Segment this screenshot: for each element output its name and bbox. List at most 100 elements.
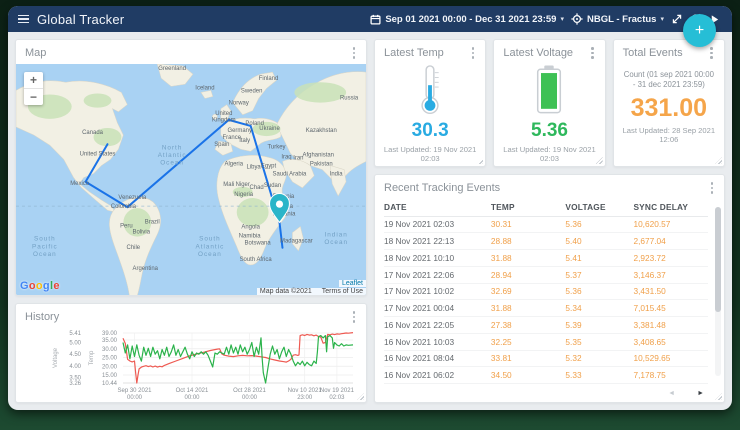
- svg-text:Temp: Temp: [89, 350, 95, 365]
- country-label: Poland: [245, 120, 264, 126]
- svg-text:5.00: 5.00: [69, 340, 81, 346]
- country-label: Botswana: [245, 240, 272, 246]
- google-logo-letter: o: [28, 280, 36, 292]
- cell-value: 30.31: [490, 219, 512, 230]
- map-zoom-control: + −: [24, 71, 43, 105]
- ocean-label: South Pacific Ocean: [32, 235, 58, 257]
- country-label: Chad: [250, 184, 264, 190]
- ocean-label: Indian Ocean: [324, 231, 348, 246]
- cell-date: 16 Nov 2021 22:05: [384, 319, 455, 330]
- resize-handle[interactable]: [357, 393, 364, 400]
- prev-page-icon[interactable]: ◄: [668, 389, 676, 397]
- country-label: Sudan: [264, 182, 281, 188]
- table-scrollbar-thumb[interactable]: [715, 207, 721, 312]
- country-label: Canada: [82, 130, 103, 136]
- cell-value: 2,923.72: [633, 252, 666, 263]
- cell-value: 31.88: [490, 303, 512, 314]
- resize-handle[interactable]: [476, 157, 484, 164]
- tracking-events-menu-icon[interactable]: [709, 180, 716, 196]
- map-canvas: Greenland Canada United States Mexico Venezu…: [16, 63, 366, 295]
- country-label: Greenland: [158, 66, 186, 72]
- total-events-title: Total Events: [622, 46, 683, 59]
- cell-value: 5.32: [565, 353, 582, 364]
- cell-value: 5.33: [565, 370, 582, 381]
- svg-text:25.00: 25.00: [102, 355, 118, 361]
- zoom-in-button[interactable]: +: [29, 72, 37, 87]
- country-label: Saudi Arabia: [273, 171, 307, 177]
- cell-value: 10,529.65: [633, 353, 671, 364]
- country-label: Italy: [239, 138, 250, 144]
- country-label: France: [222, 135, 241, 141]
- table-row: 18 Nov 2021 10:10 31.88 5.41 2,923.72: [384, 250, 708, 267]
- country-label: Iran: [293, 155, 303, 161]
- add-widget-fab[interactable]: +: [683, 14, 716, 47]
- country-label: Brazil: [145, 219, 160, 225]
- table-row: 16 Nov 2021 22:05 27.38 5.39 3,381.48: [384, 317, 708, 334]
- latest-temp-title: Latest Temp: [384, 46, 444, 59]
- cell-value: 3,431.50: [633, 286, 666, 297]
- cell-value: 34.50: [490, 370, 512, 381]
- table-row: 17 Nov 2021 00:04 31.88 5.34 7,015.45: [384, 300, 708, 317]
- latest-voltage-menu-icon[interactable]: [589, 45, 596, 61]
- table-header-row: DATE TEMP VOLTAGE SYNC DELAY: [384, 199, 708, 217]
- next-page-icon[interactable]: ►: [697, 389, 704, 397]
- country-label: Germany: [227, 127, 251, 133]
- map-panel-title: Map: [25, 46, 47, 59]
- hamburger-menu-icon[interactable]: [18, 14, 29, 24]
- country-label: Colombia: [111, 204, 137, 210]
- map-panel: Map: [15, 39, 367, 296]
- country-label: Nigeria: [234, 191, 254, 197]
- latest-temp-card: Latest Temp: [374, 39, 487, 167]
- map-panel-menu-icon[interactable]: [351, 45, 358, 61]
- total-events-updated: Last Updated: 28 Sep 2021 12:06: [622, 125, 716, 144]
- app-title: Global Tracker: [37, 11, 125, 27]
- latest-temp-menu-icon[interactable]: [470, 45, 477, 61]
- country-label: Chile: [127, 244, 141, 250]
- resize-handle[interactable]: [595, 157, 603, 164]
- country-label: Russia: [340, 95, 359, 101]
- ocean-label: South Atlantic Ocean: [195, 235, 224, 257]
- zoom-out-button[interactable]: −: [29, 89, 37, 104]
- total-events-value: 331.00: [630, 93, 708, 122]
- terms-link[interactable]: Terms of Use: [321, 288, 363, 295]
- total-events-card: Total Events Count (01 sep 2021 00:00 - …: [612, 39, 725, 167]
- cell-value: 3,408.65: [633, 336, 666, 347]
- google-logo[interactable]: Google: [20, 280, 60, 292]
- latest-voltage-updated: Last Updated: 19 Nov 2021 02:03: [503, 144, 596, 163]
- country-label: Angola: [241, 224, 260, 230]
- table-row: 17 Nov 2021 10:02 32.69 5.36 3,431.50: [384, 284, 708, 301]
- history-panel-menu-icon[interactable]: [351, 309, 358, 325]
- cell-value: 33.81: [490, 353, 512, 364]
- svg-text:5.41: 5.41: [69, 331, 81, 337]
- svg-text:39.00: 39.00: [102, 331, 118, 337]
- expand-icon[interactable]: [671, 13, 683, 25]
- col-header-voltage: VOLTAGE: [565, 201, 606, 212]
- world-map[interactable]: Greenland Canada United States Mexico Venezu…: [16, 63, 366, 295]
- table-scrollbar: [715, 207, 721, 376]
- leaflet-link[interactable]: Leaflet: [338, 280, 366, 287]
- device-selector[interactable]: NBGL - Fractus ▾: [571, 13, 664, 25]
- ocean-label: North Atlantic Ocean: [158, 144, 187, 166]
- date-range-picker[interactable]: Sep 01 2021 00:00 - Dec 31 2021 23:59 ▾: [370, 14, 564, 25]
- cell-value: 10,620.57: [633, 219, 671, 230]
- country-label: Venezuela: [118, 195, 146, 201]
- total-events-menu-icon[interactable]: [708, 45, 715, 61]
- col-header-sync-delay: SYNC DELAY: [633, 201, 689, 212]
- resize-handle[interactable]: [715, 393, 722, 400]
- cell-value: 5.39: [565, 319, 582, 330]
- country-label: Niger: [236, 181, 250, 187]
- svg-text:4.00: 4.00: [69, 363, 81, 369]
- country-label: Pakistan: [310, 161, 333, 167]
- col-header-date: DATE: [384, 201, 407, 212]
- country-label: Spain: [214, 142, 229, 148]
- resize-handle[interactable]: [714, 157, 722, 164]
- google-logo-letter: o: [35, 280, 43, 292]
- svg-text:Voltage: Voltage: [53, 347, 59, 368]
- table-pagination: ◄ ►: [384, 384, 708, 402]
- table-row: 17 Nov 2021 22:06 28.94 5.37 3,146.37: [384, 267, 708, 284]
- country-label: Mexico: [70, 180, 90, 186]
- cell-value: 5.40: [565, 236, 582, 247]
